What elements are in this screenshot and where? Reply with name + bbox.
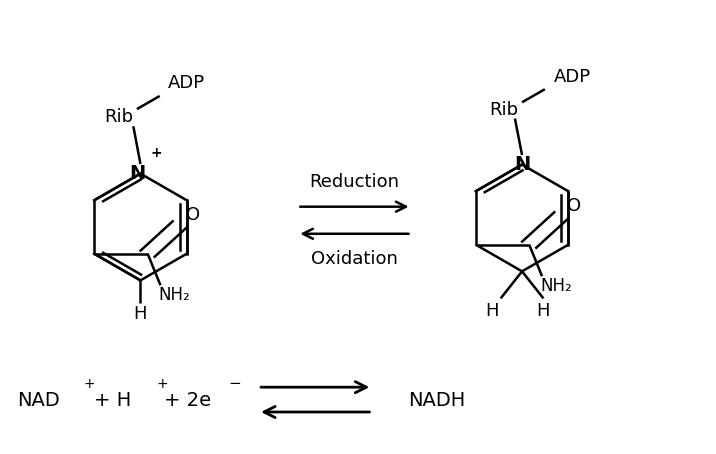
Text: O: O — [567, 197, 581, 215]
Text: Reduction: Reduction — [309, 173, 400, 191]
Text: ADP: ADP — [553, 68, 591, 86]
Text: +: + — [150, 146, 162, 160]
Text: N: N — [129, 164, 145, 183]
Text: O: O — [185, 206, 200, 224]
Text: NAD: NAD — [17, 391, 60, 410]
Text: NH₂: NH₂ — [541, 277, 572, 295]
Text: +: + — [157, 376, 168, 390]
Text: NADH: NADH — [408, 391, 465, 410]
Text: + H: + H — [94, 391, 131, 410]
Text: NH₂: NH₂ — [159, 286, 190, 304]
Text: + 2e: + 2e — [164, 391, 211, 410]
Text: H: H — [485, 302, 499, 320]
Text: Rib: Rib — [490, 101, 519, 119]
Text: Rib: Rib — [105, 108, 134, 126]
Text: −: − — [228, 376, 241, 391]
Text: N: N — [514, 155, 530, 174]
Text: ADP: ADP — [168, 74, 205, 92]
Text: +: + — [83, 376, 95, 390]
Text: H: H — [537, 302, 550, 320]
Text: Oxidation: Oxidation — [311, 250, 398, 267]
Text: H: H — [134, 305, 147, 323]
